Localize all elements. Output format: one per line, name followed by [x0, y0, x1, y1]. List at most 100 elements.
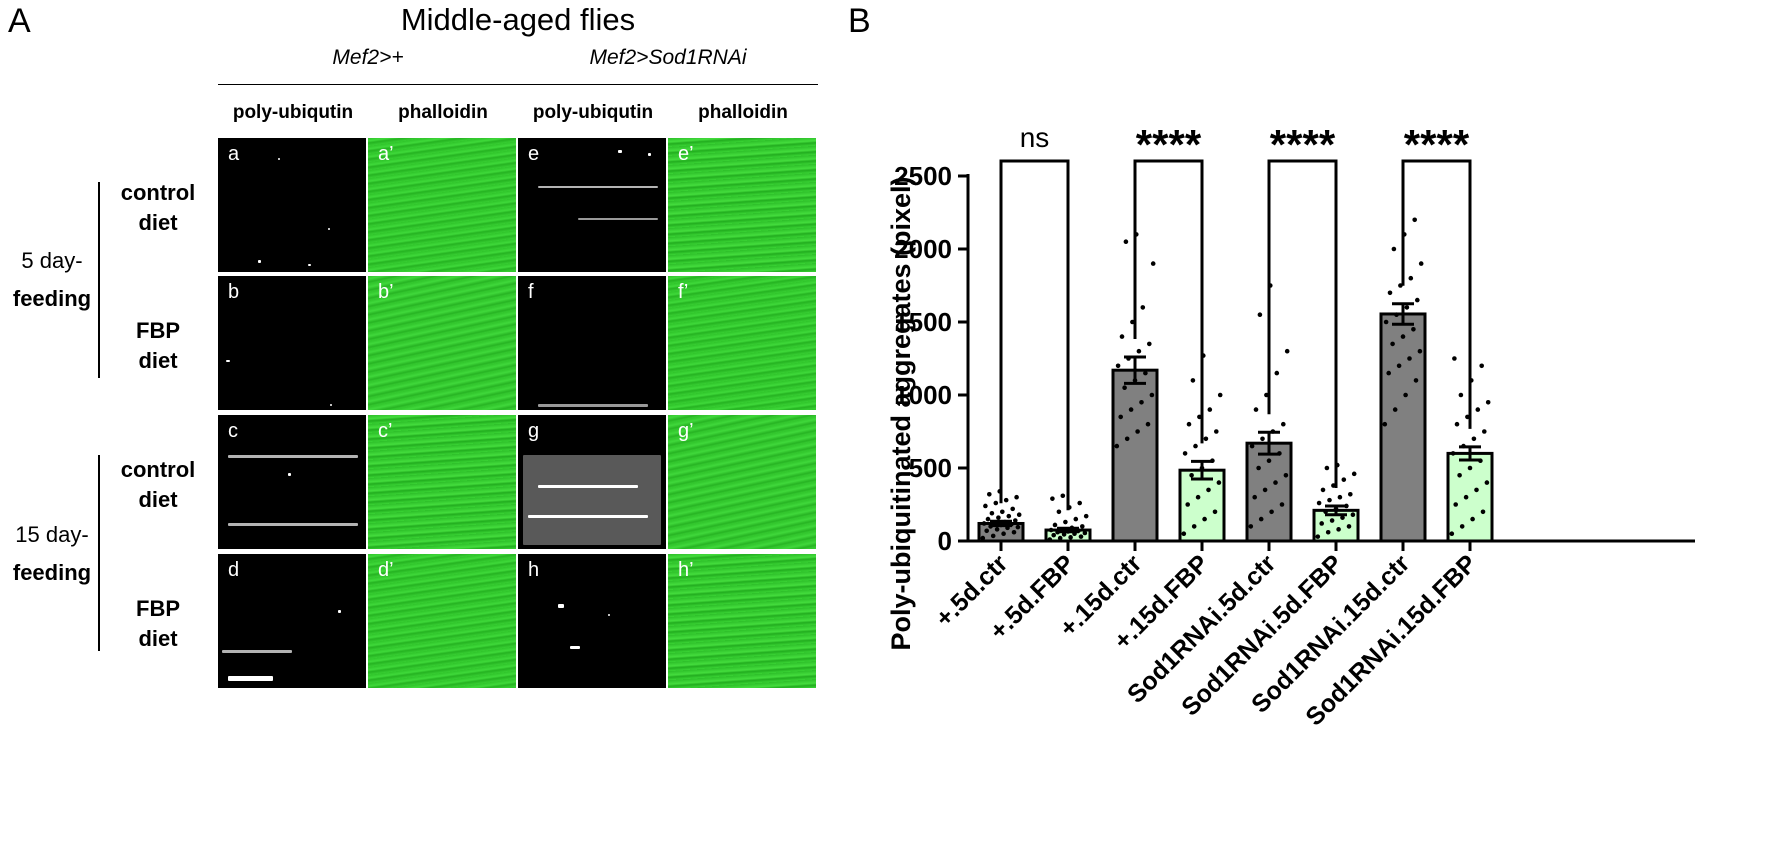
data-point: [1003, 497, 1009, 503]
scale-bar: [228, 676, 273, 681]
data-point: [1475, 407, 1481, 412]
significance-label: ns: [1020, 122, 1050, 153]
data-point: [1115, 363, 1121, 369]
micrograph-phalloidin: h’: [668, 554, 816, 688]
row-label: FBP diet: [100, 594, 216, 654]
data-point: [1479, 363, 1484, 369]
stain-label: poly-ubiqutin: [232, 102, 354, 123]
data-point: [1195, 494, 1201, 500]
data-point: [1248, 524, 1254, 529]
data-point: [1403, 392, 1408, 398]
data-point: [1135, 429, 1140, 434]
micrograph-phalloidin: g’: [668, 415, 816, 549]
y-tick-label: 500: [909, 453, 952, 483]
feeding-15-label: 15 day- feeding: [0, 516, 104, 592]
data-point: [1480, 509, 1486, 515]
micrograph-ubiquitin: a: [218, 138, 366, 272]
micrograph-phalloidin: f’: [668, 276, 816, 410]
feeding-bracket: [98, 182, 100, 378]
micrograph-tag: h’: [678, 559, 694, 581]
data-point: [1140, 305, 1146, 310]
data-point: [1467, 465, 1473, 471]
y-tick-label: 2500: [894, 161, 952, 191]
data-point: [1050, 496, 1055, 501]
row-label: FBP diet: [100, 316, 216, 376]
data-point: [1457, 473, 1462, 478]
data-point: [1182, 451, 1188, 456]
micrograph-ubiquitin: h: [518, 554, 666, 688]
significance-bracket: [1267, 159, 1338, 488]
micrograph-ubiquitin: f: [518, 276, 666, 410]
data-point: [1083, 513, 1089, 519]
micrograph-phalloidin: b’: [368, 276, 516, 410]
data-point: [1471, 436, 1477, 442]
data-point: [1114, 443, 1120, 449]
data-point: [1452, 356, 1457, 361]
data-point: [1315, 534, 1321, 539]
data-point: [990, 533, 996, 539]
data-point: [1147, 341, 1152, 347]
micrograph-phalloidin: a’: [368, 138, 516, 272]
data-point: [1484, 480, 1490, 485]
data-point: [1119, 334, 1125, 339]
data-point: [1391, 246, 1397, 252]
y-tick-label: 0: [938, 526, 952, 556]
data-point: [1413, 378, 1419, 383]
data-point: [1078, 534, 1084, 539]
data-point: [1216, 480, 1222, 485]
bar: [1245, 441, 1293, 543]
micrograph-phalloidin: d’: [368, 554, 516, 688]
micrograph-ubiquitin: d: [218, 554, 366, 688]
data-point: [1118, 414, 1123, 420]
micrograph-phalloidin: e’: [668, 138, 816, 272]
data-point: [1470, 516, 1475, 522]
data-point: [1191, 524, 1197, 529]
row-label-line1: control: [120, 457, 196, 482]
data-point: [1281, 421, 1286, 427]
significance-label: ****: [1404, 121, 1470, 168]
row-label-line1: FBP: [136, 596, 180, 621]
row-label-line1: FBP: [136, 318, 180, 343]
data-point: [1082, 530, 1088, 536]
data-point: [980, 535, 986, 541]
data-point: [1417, 348, 1423, 354]
data-point: [1450, 451, 1456, 456]
micrograph-tag: c: [228, 420, 238, 442]
data-point: [1319, 521, 1324, 526]
data-point: [1051, 532, 1056, 538]
data-point: [1324, 465, 1330, 471]
data-point: [1253, 407, 1259, 412]
data-point: [1052, 522, 1058, 528]
data-point: [1257, 312, 1263, 318]
data-point: [1404, 305, 1410, 310]
data-point: [1124, 436, 1130, 442]
data-point: [1274, 370, 1280, 376]
stain-label: poly-ubiqutin: [532, 102, 654, 123]
data-point: [1329, 518, 1335, 523]
data-point: [1320, 487, 1326, 493]
feeding-5-line2: feeding: [12, 286, 92, 311]
data-point: [1139, 400, 1144, 405]
data-point: [1181, 531, 1187, 536]
data-point: [1057, 535, 1063, 541]
data-point: [1260, 436, 1265, 442]
data-point: [1408, 275, 1414, 281]
micrograph-tag: g’: [678, 420, 694, 442]
data-point: [1217, 392, 1223, 398]
micrograph-tag: g: [528, 420, 540, 442]
data-point: [1283, 473, 1289, 478]
data-point: [994, 527, 1000, 532]
data-point: [1077, 500, 1082, 506]
data-point: [1262, 487, 1268, 493]
data-point: [1284, 348, 1290, 354]
row-label: control diet: [100, 178, 216, 238]
significance-label: ****: [1270, 121, 1336, 168]
data-point: [1346, 524, 1352, 529]
data-point: [1011, 529, 1017, 535]
data-point: [1189, 473, 1194, 478]
micrograph-tag: e: [528, 143, 540, 165]
feeding-5-line1: 5 day-: [21, 248, 83, 273]
data-point: [1015, 524, 1021, 530]
significance-bracket: [999, 159, 1070, 511]
